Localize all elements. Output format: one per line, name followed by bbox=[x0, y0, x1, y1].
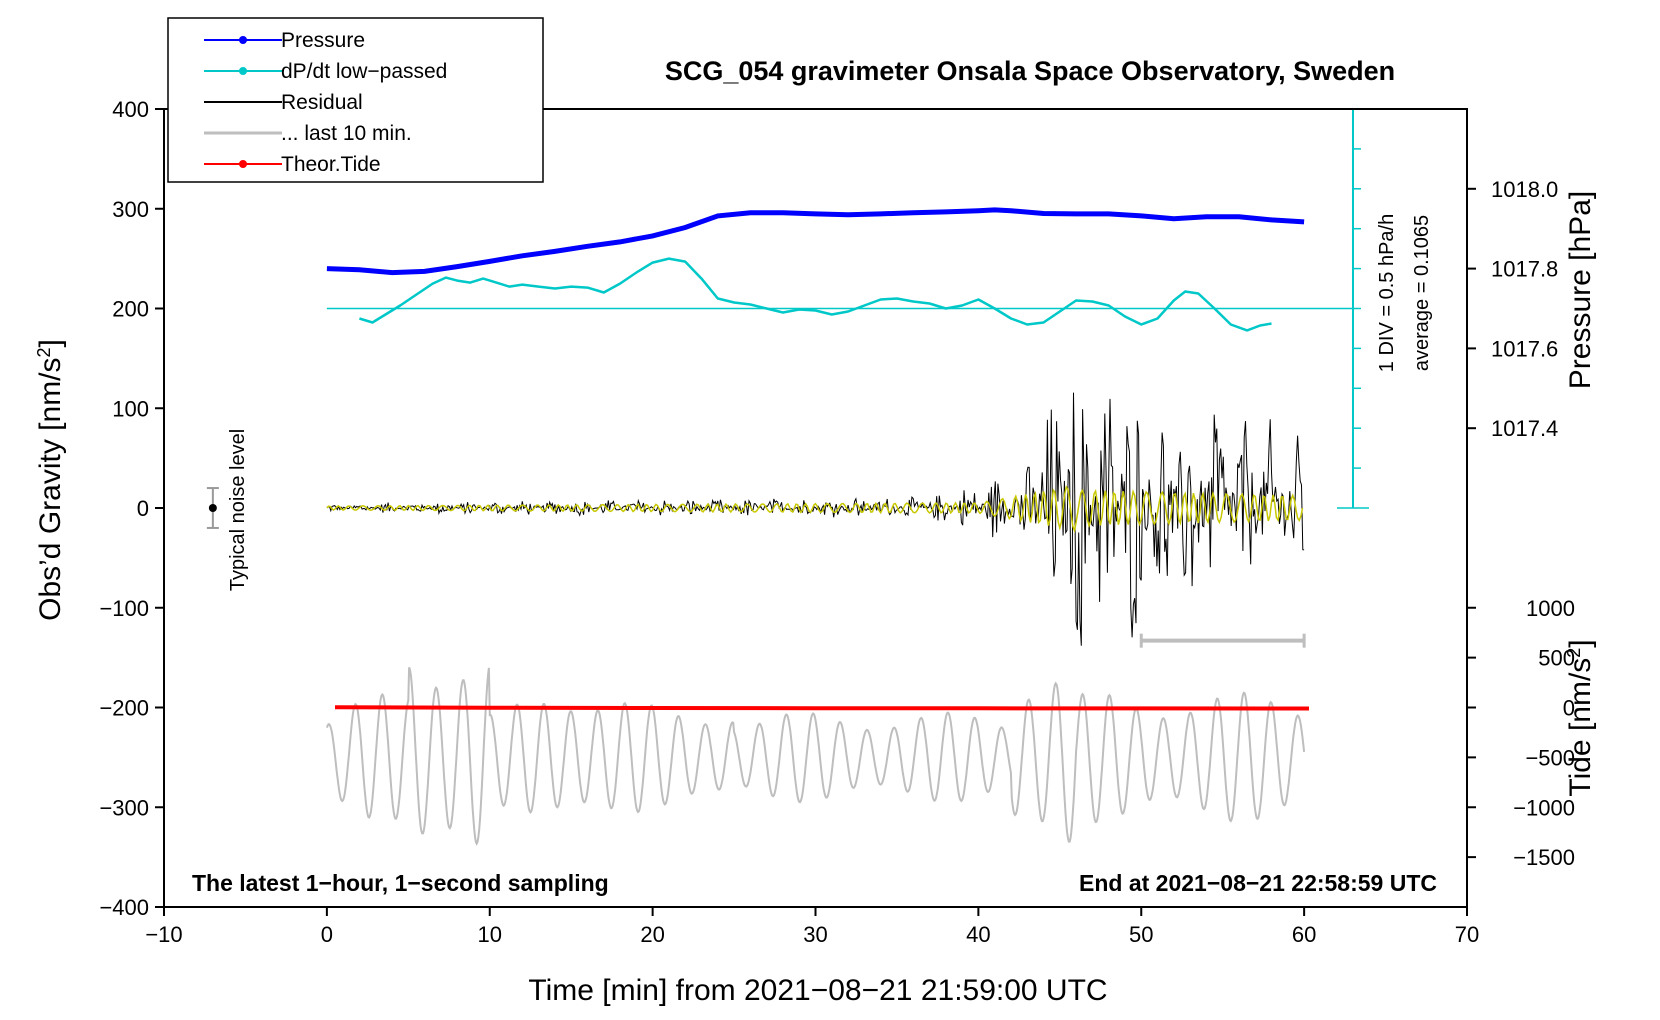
dpdt-average-label: average = 0.1065 bbox=[1411, 215, 1433, 371]
x-tick-label: 60 bbox=[1292, 922, 1316, 947]
legend-label: Residual bbox=[281, 91, 363, 114]
tide-tick-label: −1000 bbox=[1513, 795, 1575, 820]
x-tick-label: 0 bbox=[321, 922, 333, 947]
end-time-annotation: End at 2021−08−21 22:58:59 UTC bbox=[1079, 870, 1437, 896]
noise-level-label: Typical noise level bbox=[227, 429, 249, 591]
noise-point bbox=[208, 504, 217, 512]
y-axis-title-left: Obs’d Gravity [nm/s2] bbox=[34, 339, 67, 621]
tide-tick-label: 500 bbox=[1538, 646, 1575, 671]
legend-box bbox=[167, 17, 544, 183]
chart-title: SCG_054 gravimeter Onsala Space Observat… bbox=[665, 56, 1395, 86]
legend: Pressure dP/dt low−passed Residual ... last… bbox=[167, 17, 544, 183]
y-tick-label: 300 bbox=[112, 197, 149, 222]
y-tick-label: −100 bbox=[99, 596, 149, 621]
last-10-min-line bbox=[325, 667, 1306, 846]
legend-label: Pressure bbox=[281, 29, 365, 52]
x-tick-label: 30 bbox=[803, 922, 827, 947]
residual-line bbox=[326, 392, 1305, 646]
x-tick-label: 40 bbox=[966, 922, 990, 947]
pressure-tick-label: 1018.0 bbox=[1491, 177, 1558, 202]
ticks bbox=[155, 108, 1476, 916]
x-tick-label: 20 bbox=[640, 922, 664, 947]
y-tick-label: −400 bbox=[99, 895, 149, 920]
legend-marker bbox=[239, 36, 247, 44]
y-tick-label: 100 bbox=[112, 396, 149, 421]
dpdt-scale-label: 1 DIV = 0.5 hPa/h bbox=[1376, 214, 1398, 372]
x-tick-label: 10 bbox=[478, 922, 502, 947]
y-axis-title-tide: Tide [nm/s2] bbox=[1564, 639, 1597, 796]
sampling-annotation: The latest 1−hour, 1−second sampling bbox=[192, 870, 609, 896]
tide-tick-label: −1500 bbox=[1513, 845, 1575, 870]
x-tick-label: −10 bbox=[145, 922, 182, 947]
y-tick-label: −300 bbox=[99, 795, 149, 820]
residual-smoothed-line bbox=[326, 485, 1304, 534]
y-tick-label: 0 bbox=[137, 496, 149, 521]
y-tick-label: 200 bbox=[112, 297, 149, 322]
tide-line bbox=[334, 705, 1310, 711]
pressure-tick-label: 1017.4 bbox=[1491, 416, 1558, 441]
legend-label: ... last 10 min. bbox=[281, 122, 412, 145]
tide-tick-label: 0 bbox=[1563, 696, 1575, 721]
x-axis-title: Time [min] from 2021−08−21 21:59:00 UTC bbox=[528, 974, 1107, 1007]
plot-lines bbox=[206, 108, 1369, 846]
tide-tick-label: 1000 bbox=[1526, 596, 1575, 621]
pressure-tick-label: 1017.6 bbox=[1491, 336, 1558, 361]
x-tick-label: 70 bbox=[1455, 922, 1479, 947]
legend-label: dP/dt low−passed bbox=[281, 60, 447, 83]
y-tick-label: 400 bbox=[112, 97, 149, 122]
pressure-tick-label: 1017.8 bbox=[1491, 257, 1558, 282]
tick-labels: −10 0 10 20 30 40 50 60 70−400−300−200−100010020… bbox=[99, 97, 1575, 947]
dpdt-line bbox=[359, 257, 1272, 332]
x-tick-label: 50 bbox=[1129, 922, 1153, 947]
legend-marker bbox=[239, 160, 247, 168]
tide-tick-label: −500 bbox=[1525, 745, 1575, 770]
legend-label: Theor.Tide bbox=[281, 153, 381, 176]
pressure-line bbox=[326, 207, 1305, 276]
y-axis-title-pressure: Pressure [hPa] bbox=[1564, 191, 1597, 389]
y-tick-label: −200 bbox=[99, 696, 149, 721]
legend-marker bbox=[239, 67, 247, 75]
